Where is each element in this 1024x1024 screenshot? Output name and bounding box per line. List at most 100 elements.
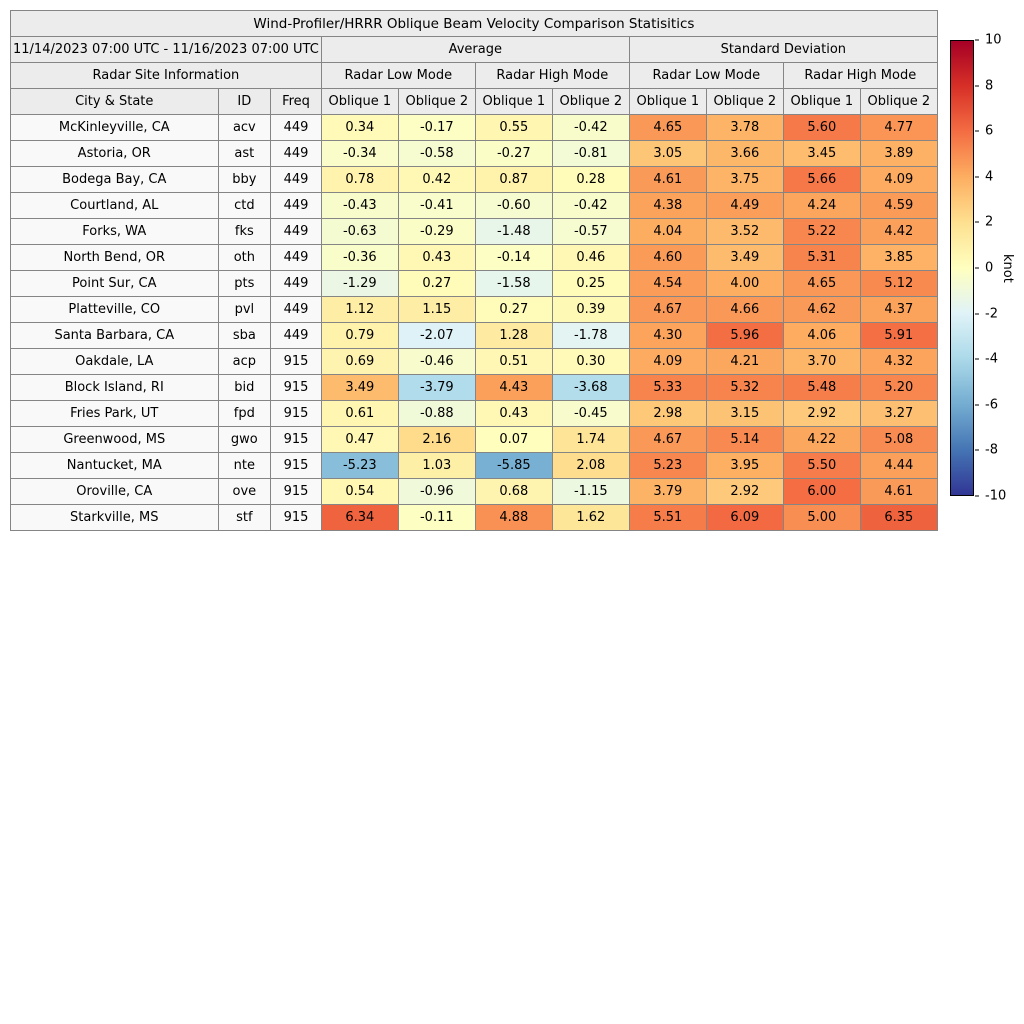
city-state-cell: Santa Barbara, CA [10,322,219,349]
value-cell: 2.08 [551,452,630,479]
value-cell: -0.36 [320,244,399,271]
value-cell: 0.42 [397,166,476,193]
value-cell: 4.22 [782,426,861,453]
value-cell: 4.09 [628,348,707,375]
value-cell: -0.57 [551,218,630,245]
colorbar-tick-mark [975,39,979,41]
value-cell: 3.27 [859,400,938,427]
value-cell: 3.85 [859,244,938,271]
site-id-cell: fpd [217,400,272,427]
value-cell: -1.48 [474,218,553,245]
value-cell: 2.16 [397,426,476,453]
city-state-cell: Forks, WA [10,218,219,245]
colorbar-tick-mark [975,404,979,406]
value-cell: 1.12 [320,296,399,323]
freq-cell: 449 [270,296,322,323]
col-header-id: ID [217,88,272,115]
value-cell: 6.35 [859,504,938,531]
title-row: Wind-Profiler/HRRR Oblique Beam Velocity… [10,10,938,37]
city-state-cell: Platteville, CO [10,296,219,323]
value-cell: 4.62 [782,296,861,323]
value-cell: 4.21 [705,348,784,375]
colorbar-tick-mark [975,85,979,87]
city-state-cell: Astoria, OR [10,140,219,167]
value-cell: 0.27 [397,270,476,297]
value-cell: -0.58 [397,140,476,167]
mode-header-row: Radar Site Information Radar Low Mode Ra… [10,62,938,89]
value-cell: 0.47 [320,426,399,453]
table-row: Greenwood, MS gwo 915 0.47 2.16 0.07 1.74 4.67 5… [10,426,938,453]
value-cell: 5.14 [705,426,784,453]
colorbar-axis-label: knot [1000,253,1015,283]
freq-cell: 449 [270,140,322,167]
colorbar-tick-mark [975,221,979,223]
table-row: Platteville, CO pvl 449 1.12 1.15 0.27 0.39 4.6… [10,296,938,323]
value-cell: 3.49 [320,374,399,401]
colorbar-tick-label: -8 [985,442,998,458]
value-cell: 1.74 [551,426,630,453]
value-cell: 0.69 [320,348,399,375]
table-row: Astoria, OR ast 449 -0.34 -0.58 -0.27 -0.81 3.0… [10,140,938,167]
value-cell: 0.61 [320,400,399,427]
value-cell: -0.43 [320,192,399,219]
colorbar-tick-mark [975,495,979,497]
table-row: North Bend, OR oth 449 -0.36 0.43 -0.14 0.46 4.… [10,244,938,271]
col-header-oblique1: Oblique 1 [628,88,707,115]
col-header-oblique1: Oblique 1 [474,88,553,115]
value-cell: 4.09 [859,166,938,193]
comparison-table: Wind-Profiler/HRRR Oblique Beam Velocity… [10,10,938,531]
site-id-cell: acv [217,114,272,141]
chart-title: Wind-Profiler/HRRR Oblique Beam Velocity… [10,10,938,37]
value-cell: 3.66 [705,140,784,167]
value-cell: -3.68 [551,374,630,401]
mode-header-avg-high: Radar High Mode [474,62,630,89]
value-cell: 3.78 [705,114,784,141]
value-cell: 0.78 [320,166,399,193]
value-cell: 4.66 [705,296,784,323]
value-cell: 4.88 [474,504,553,531]
value-cell: 4.32 [859,348,938,375]
colorbar-tick-mark [975,176,979,178]
value-cell: -1.78 [551,322,630,349]
value-cell: -0.63 [320,218,399,245]
col-header-oblique2: Oblique 2 [859,88,938,115]
table-row: Block Island, RI bid 915 3.49 -3.79 4.43 -3.68… [10,374,938,401]
value-cell: 0.79 [320,322,399,349]
value-cell: 3.49 [705,244,784,271]
value-cell: 4.06 [782,322,861,349]
value-cell: 0.39 [551,296,630,323]
value-cell: -1.58 [474,270,553,297]
city-state-cell: Greenwood, MS [10,426,219,453]
colorbar-tick-mark [975,313,979,315]
value-cell: 4.60 [628,244,707,271]
value-cell: 4.42 [859,218,938,245]
freq-cell: 915 [270,504,322,531]
freq-cell: 449 [270,270,322,297]
value-cell: 3.45 [782,140,861,167]
value-cell: 3.52 [705,218,784,245]
value-cell: -3.79 [397,374,476,401]
value-cell: 5.66 [782,166,861,193]
colorbar-tick-mark [975,267,979,269]
col-header-oblique2: Oblique 2 [705,88,784,115]
city-state-cell: Block Island, RI [10,374,219,401]
table-row: Oroville, CA ove 915 0.54 -0.96 0.68 -1.15 3.79… [10,478,938,505]
value-cell: 3.79 [628,478,707,505]
value-cell: -0.14 [474,244,553,271]
value-cell: -0.34 [320,140,399,167]
value-cell: 4.24 [782,192,861,219]
freq-cell: 915 [270,452,322,479]
city-state-cell: Courtland, AL [10,192,219,219]
value-cell: 3.05 [628,140,707,167]
value-cell: 5.91 [859,322,938,349]
value-cell: -0.41 [397,192,476,219]
site-id-cell: sba [217,322,272,349]
value-cell: 3.70 [782,348,861,375]
group-header-row: 11/14/2023 07:00 UTC - 11/16/2023 07:00 … [10,36,938,63]
freq-cell: 915 [270,374,322,401]
value-cell: 0.43 [397,244,476,271]
freq-cell: 449 [270,322,322,349]
col-header-oblique2: Oblique 2 [551,88,630,115]
value-cell: -0.45 [551,400,630,427]
value-cell: 2.92 [705,478,784,505]
